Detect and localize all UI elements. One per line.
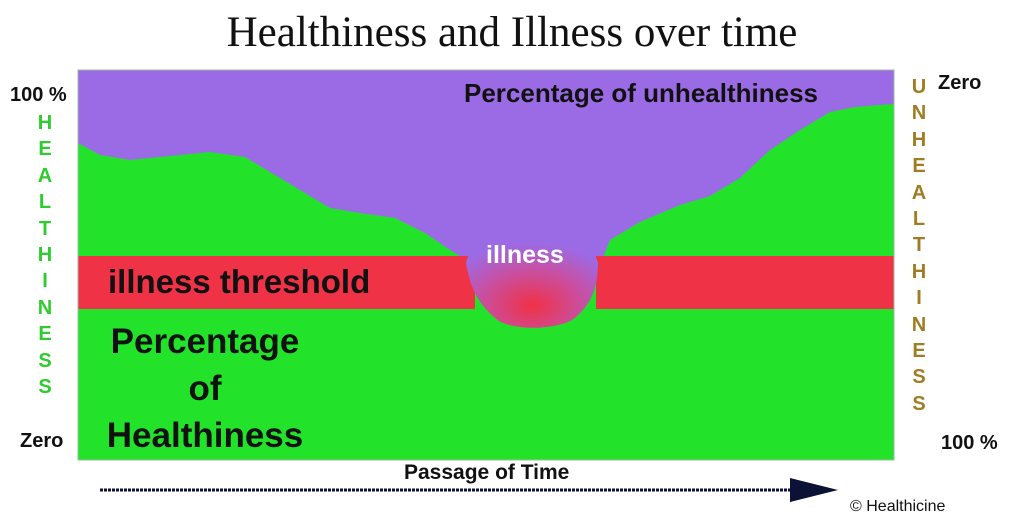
copyright: © Healthicine — [850, 498, 946, 515]
illness-label: illness — [486, 241, 564, 269]
threshold-band-right — [596, 256, 894, 309]
unhealthiness-letter: A — [911, 181, 927, 204]
unhealthiness-letter: T — [912, 234, 926, 257]
healthiness-letter: E — [38, 323, 52, 346]
unhealthiness-label: Percentage of unhealthiness — [464, 78, 818, 108]
time-arrow-head — [790, 478, 838, 502]
healthiness-letter: T — [38, 217, 52, 240]
left-top-label: 100 % — [10, 84, 67, 106]
healthiness-letter: I — [42, 270, 48, 293]
right-top-label: Zero — [938, 72, 982, 94]
unhealthiness-letter: H — [911, 128, 927, 151]
unhealthiness-letter: H — [911, 260, 927, 283]
unhealthiness-letter: S — [912, 392, 926, 415]
plot-border — [77, 69, 895, 461]
unhealthiness-letter: L — [912, 208, 926, 231]
x-axis-label: Passage of Time — [404, 461, 570, 484]
unhealthiness-letter: N — [911, 102, 927, 125]
unhealthiness-letter: S — [912, 366, 926, 389]
left-bottom-label: Zero — [20, 430, 64, 452]
right-bottom-label: 100 % — [941, 432, 998, 454]
illness-bubble — [466, 238, 598, 328]
unhealthiness-letter: E — [912, 340, 926, 363]
healthiness-label: Percentage of Healthiness — [85, 318, 325, 459]
healthiness-letter: E — [38, 138, 52, 161]
healthiness-label-line1: Percentage — [110, 322, 300, 361]
threshold-label: illness threshold — [108, 263, 371, 300]
healthiness-letter: N — [37, 296, 53, 319]
healthiness-letter: H — [37, 112, 53, 134]
healthiness-letter: H — [37, 244, 53, 267]
healthiness-label-line3: Healthiness — [106, 416, 304, 455]
unhealthiness-letter: U — [911, 76, 927, 98]
healthiness-letter: L — [38, 191, 52, 214]
healthiness-label-line2: of — [188, 369, 222, 408]
diagram-title: Healthiness and Illness over time — [226, 9, 798, 56]
threshold-band-left — [78, 256, 475, 309]
unhealthiness-letter: N — [911, 313, 927, 336]
healthiness-region — [78, 104, 894, 460]
healthiness-letter: S — [38, 349, 52, 372]
unhealthiness-letter: E — [912, 155, 926, 178]
healthiness-letter: S — [38, 376, 52, 399]
unhealthiness-letter: I — [916, 287, 922, 310]
healthiness-letter: A — [37, 164, 53, 187]
